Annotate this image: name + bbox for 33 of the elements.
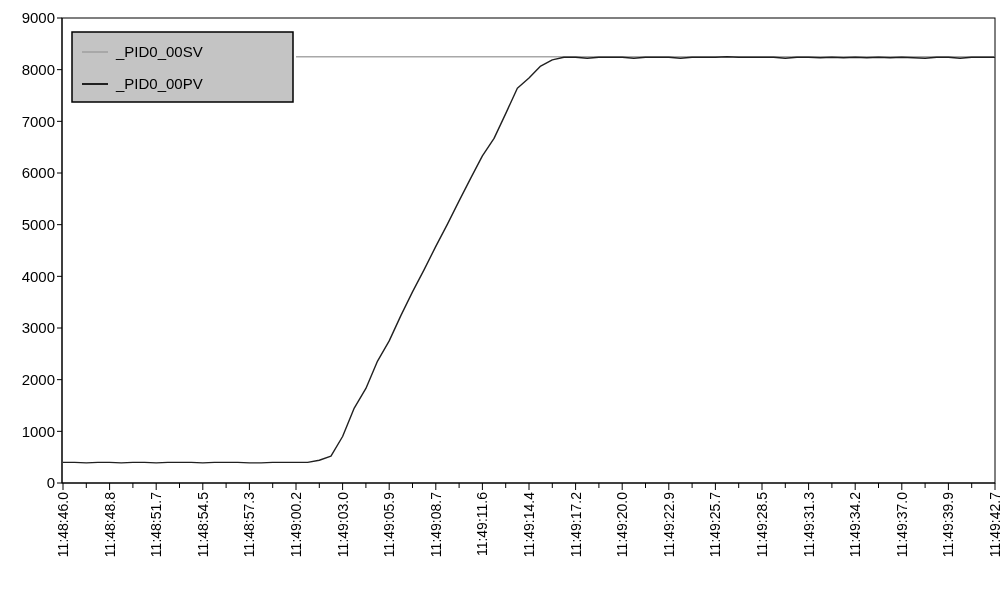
y-tick-label: 3000 xyxy=(21,319,55,337)
x-tick-label: 11:48:48.8 xyxy=(101,491,118,558)
x-tick-label: 11:49:42.7 xyxy=(986,491,1003,558)
x-tick-label: 11:49:22.9 xyxy=(660,491,677,558)
y-tick-label: 1000 xyxy=(21,422,55,440)
y-tick-label: 5000 xyxy=(21,215,55,233)
y-tick-label: 6000 xyxy=(21,164,55,182)
y-tick-label: 0 xyxy=(46,474,55,492)
x-tick-label: 11:49:05.9 xyxy=(381,491,398,558)
x-tick-label: 11:49:08.7 xyxy=(427,491,444,558)
x-tick-label: 11:48:51.7 xyxy=(148,491,165,558)
y-tick-label: 8000 xyxy=(21,60,55,78)
legend-label: _PID0_00PV xyxy=(115,75,203,93)
x-tick-label: 11:49:31.3 xyxy=(800,491,817,558)
x-tick-label: 11:49:37.0 xyxy=(893,491,910,558)
x-tick-label: 11:49:11.6 xyxy=(474,491,491,557)
x-tick-label: 11:49:20.0 xyxy=(614,491,631,558)
x-tick-label: 11:49:17.2 xyxy=(567,491,584,558)
x-tick-label: 11:48:54.5 xyxy=(194,491,211,558)
x-tick-label: 11:49:00.2 xyxy=(287,491,304,558)
x-tick-label: 11:49:34.2 xyxy=(847,491,864,558)
y-tick-label: 4000 xyxy=(21,267,55,285)
y-tick-label: 9000 xyxy=(21,9,55,27)
x-tick-label: 11:49:14.4 xyxy=(520,491,537,558)
x-tick-label: 11:48:46.0 xyxy=(54,491,71,558)
legend-label: _PID0_00SV xyxy=(115,43,203,61)
x-tick-label: 11:49:03.0 xyxy=(334,491,351,558)
x-tick-label: 11:49:28.5 xyxy=(753,491,770,558)
y-tick-label: 7000 xyxy=(21,112,55,130)
x-tick-label: 11:49:25.7 xyxy=(707,491,724,558)
x-tick-label: 11:49:39.9 xyxy=(940,491,957,558)
x-tick-label: 11:48:57.3 xyxy=(241,491,258,558)
y-tick-label: 2000 xyxy=(21,370,55,388)
